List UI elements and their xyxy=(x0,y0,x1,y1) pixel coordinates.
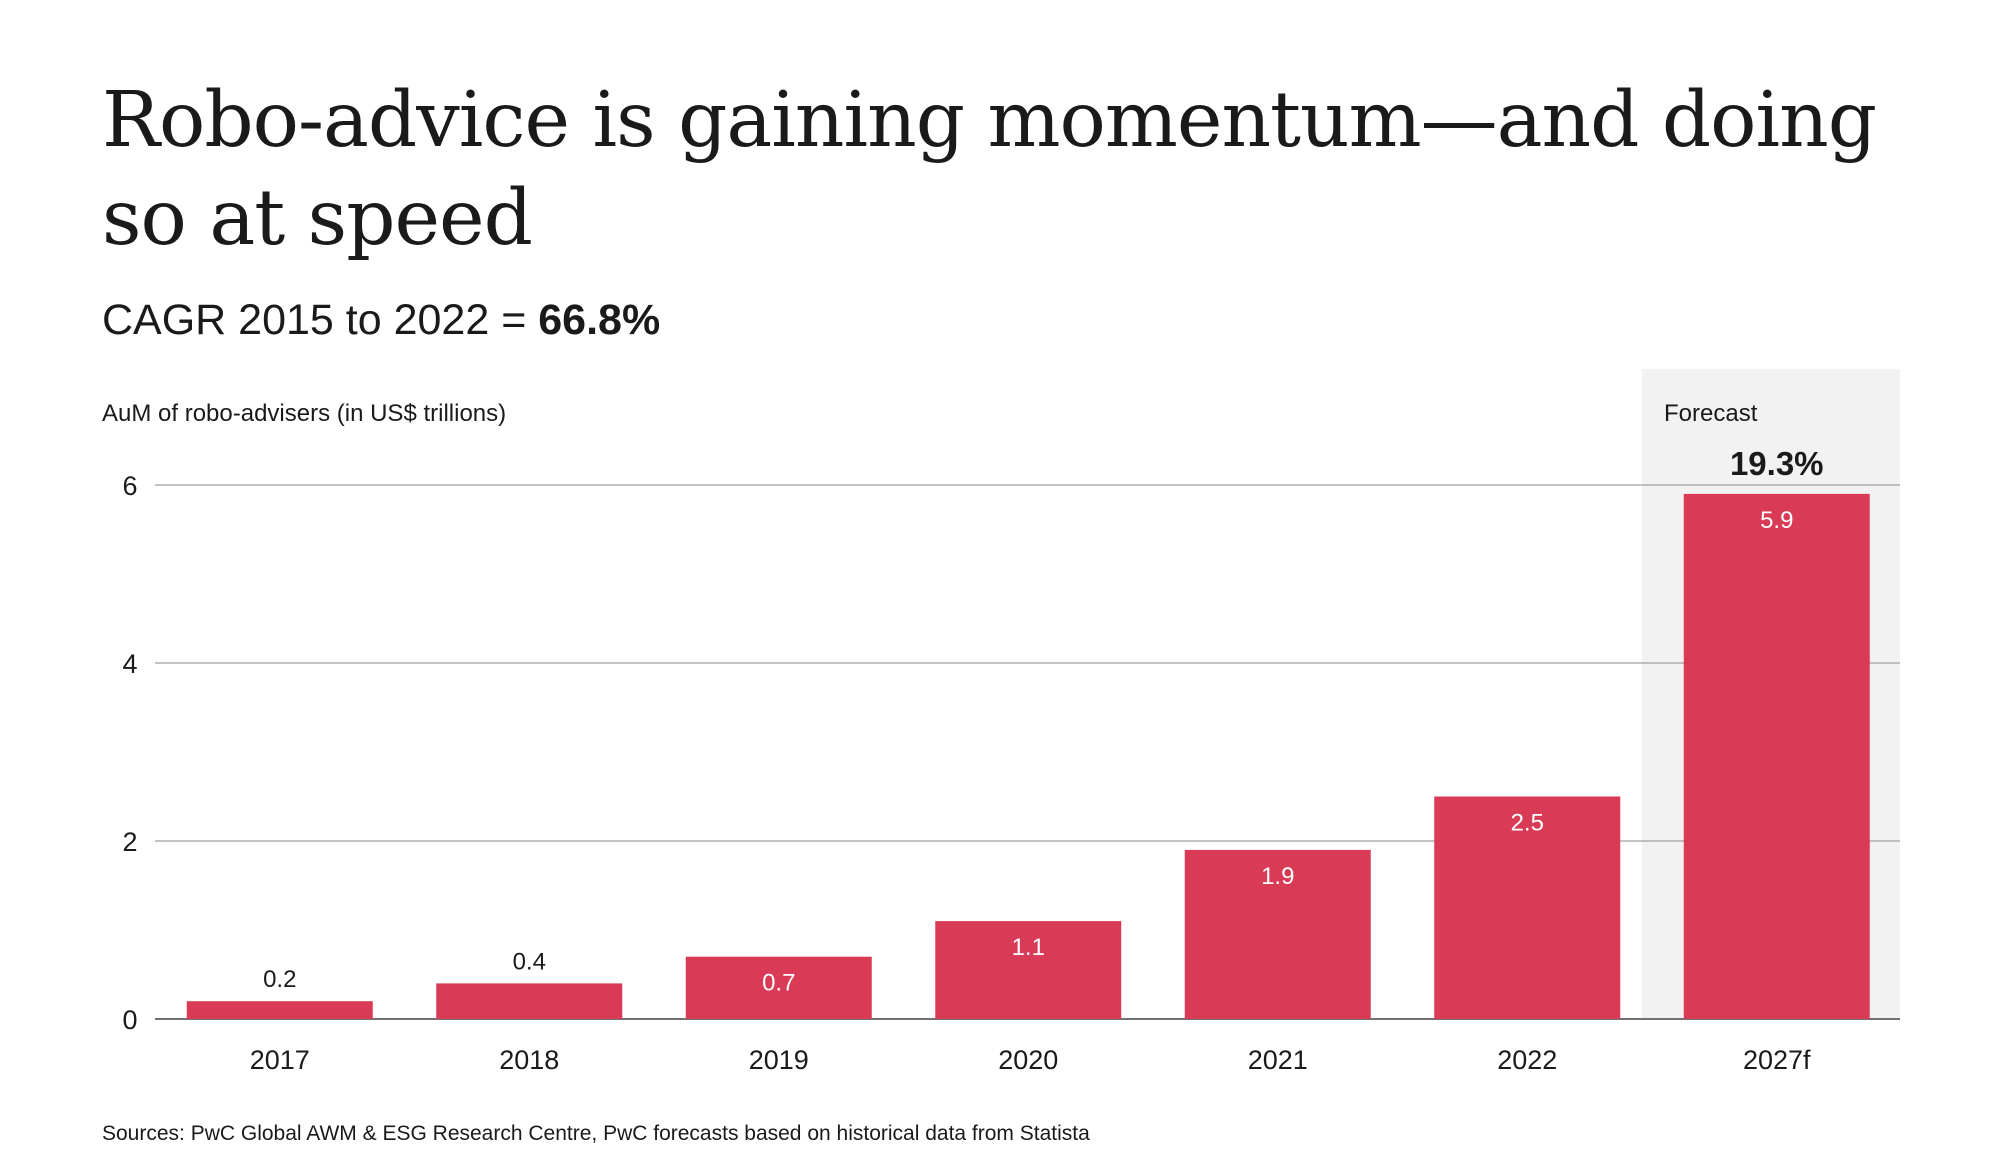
forecast-label: Forecast xyxy=(1664,400,1758,427)
data-label: 1.9 xyxy=(1261,863,1294,890)
data-label: 0.7 xyxy=(762,970,795,997)
bar-layer xyxy=(186,493,1870,1019)
chart-title: Robo-advice is gaining momentum—and doin… xyxy=(102,76,1877,263)
bar xyxy=(1184,849,1371,1019)
bar xyxy=(685,956,872,1019)
x-tick-label: 2017 xyxy=(250,1045,310,1075)
bar xyxy=(186,1001,373,1019)
data-label: 0.4 xyxy=(513,948,546,975)
x-tick-label: 2021 xyxy=(1248,1045,1308,1075)
x-tick-label: 2019 xyxy=(749,1045,809,1075)
x-tick-label: 2022 xyxy=(1497,1045,1557,1075)
bar xyxy=(1434,796,1621,1019)
cagr-subtitle: CAGR 2015 to 2022 = 66.8% xyxy=(102,292,660,348)
bar xyxy=(1683,493,1870,1019)
data-label: 5.9 xyxy=(1760,507,1793,534)
data-label: 0.2 xyxy=(263,966,296,993)
y-tick-label: 2 xyxy=(122,827,137,857)
x-tick-label: 2018 xyxy=(499,1045,559,1075)
y-tick-label: 0 xyxy=(122,1005,137,1035)
label-layer: 0.2 2017 0.4 2018 0.7 2019 1.1 2020 1.9 2021 2.5 20… xyxy=(250,507,1811,1075)
data-label: 2.5 xyxy=(1511,810,1544,837)
cagr-subtitle-value: 66.8% xyxy=(538,296,661,344)
x-tick-label: 2027f xyxy=(1743,1045,1811,1075)
x-tick-label: 2020 xyxy=(998,1045,1058,1075)
source-note: Sources: PwC Global AWM & ESG Research C… xyxy=(102,1122,1090,1145)
y-tick-label: 4 xyxy=(122,649,137,679)
bar xyxy=(935,921,1122,1019)
y-tick-label: 6 xyxy=(122,471,137,501)
data-label: 1.1 xyxy=(1012,934,1045,961)
cagr-subtitle-prefix: CAGR 2015 to 2022 = xyxy=(102,296,539,344)
forecast-cagr: 19.3% xyxy=(1730,445,1824,482)
y-axis-label: AuM of robo-advisers (in US$ trillions) xyxy=(102,400,506,427)
bar xyxy=(436,983,623,1019)
